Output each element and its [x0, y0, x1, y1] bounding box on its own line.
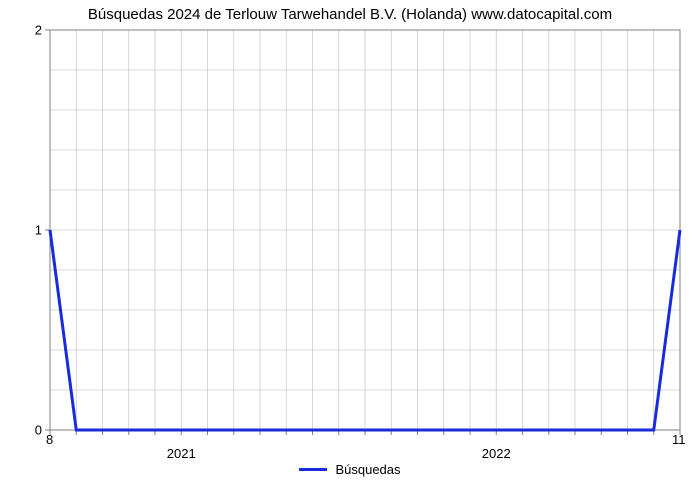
y-tick-label: 0 [0, 423, 42, 438]
plot-area [50, 30, 680, 430]
x-start-label: 8 [46, 432, 53, 447]
legend: Búsquedas [0, 462, 700, 477]
y-tick-label: 2 [0, 23, 42, 38]
x-end-label: 11 [672, 432, 686, 447]
chart-container: Búsquedas 2024 de Terlouw Tarwehandel B.… [0, 0, 700, 500]
chart-title: Búsquedas 2024 de Terlouw Tarwehandel B.… [0, 6, 700, 23]
legend-label: Búsquedas [335, 462, 400, 477]
x-tick-label: 2022 [482, 446, 511, 461]
legend-swatch [299, 468, 327, 471]
y-tick-label: 1 [0, 223, 42, 238]
x-tick-label: 2021 [167, 446, 196, 461]
plot-svg [50, 30, 680, 430]
